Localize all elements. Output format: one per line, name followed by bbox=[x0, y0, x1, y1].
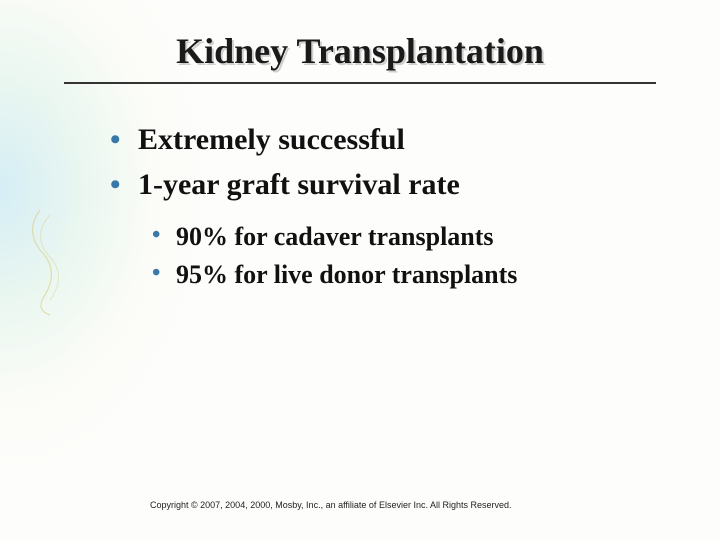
sublist: 90% for cadaver transplants 95% for live… bbox=[152, 219, 670, 294]
copyright-footer: Copyright © 2007, 2004, 2000, Mosby, Inc… bbox=[150, 500, 512, 510]
title-underline bbox=[64, 82, 656, 84]
bullet-l1: Extremely successful bbox=[110, 120, 670, 161]
content-area: Extremely successful 1-year graft surviv… bbox=[110, 120, 670, 296]
bullet-l2: 90% for cadaver transplants bbox=[152, 219, 670, 255]
bullet-l2: 95% for live donor transplants bbox=[152, 257, 670, 293]
bullet-l1: 1-year graft survival rate bbox=[110, 165, 670, 206]
slide-title: Kidney Transplantation bbox=[0, 30, 720, 72]
decorative-swirl bbox=[20, 200, 80, 320]
